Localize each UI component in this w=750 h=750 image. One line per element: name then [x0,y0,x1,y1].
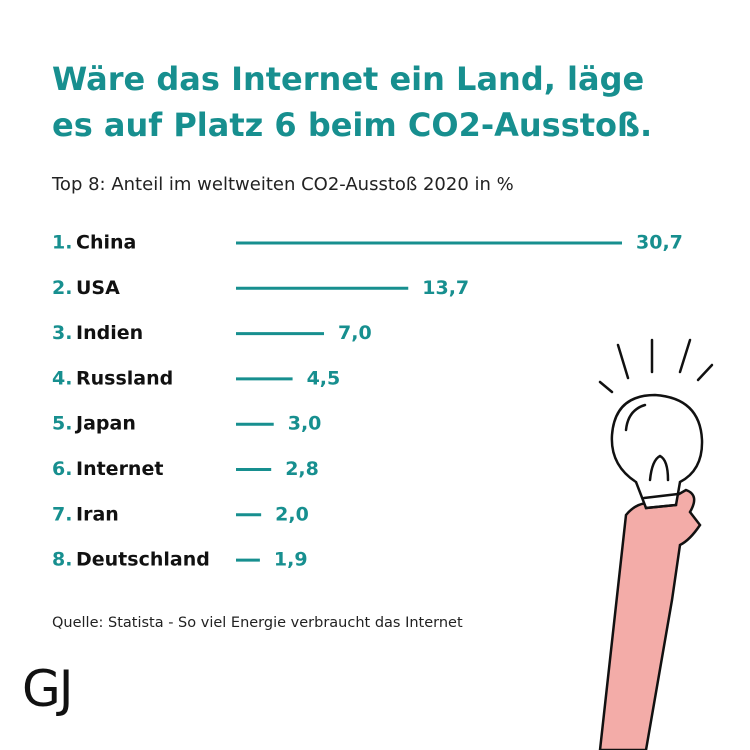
rank-label: 7. [52,503,72,525]
rank-label: 2. [52,277,72,299]
category-label: China [76,232,136,254]
value-label: 7,0 [338,322,372,344]
category-label: Deutschland [76,549,210,571]
value-label: 30,7 [636,232,683,254]
source-note: Quelle: Statista - So viel Energie verbr… [52,615,463,631]
category-label: Russland [76,367,173,389]
value-label: 13,7 [422,277,469,299]
illustration [598,338,714,750]
category-label: Internet [76,458,163,480]
rank-label: 6. [52,458,72,480]
value-label: 1,9 [274,549,308,571]
chart-title: Wäre das Internet ein Land, läge es auf … [52,60,653,144]
value-label: 3,0 [288,413,322,435]
rank-label: 1. [52,232,72,254]
rank-label: 5. [52,413,72,435]
value-label: 2,0 [275,503,309,525]
rank-label: 3. [52,322,72,344]
category-label: USA [76,277,120,299]
chart-subtitle: Top 8: Anteil im weltweiten CO2-Ausstoß … [52,174,514,195]
category-label: Indien [76,322,143,344]
logo: GJ [22,660,73,718]
category-label: Japan [74,413,136,435]
value-label: 4,5 [307,367,341,389]
rank-label: 4. [52,367,72,389]
value-label: 2,8 [285,458,319,480]
rank-label: 8. [52,549,72,571]
category-label: Iran [76,503,119,525]
